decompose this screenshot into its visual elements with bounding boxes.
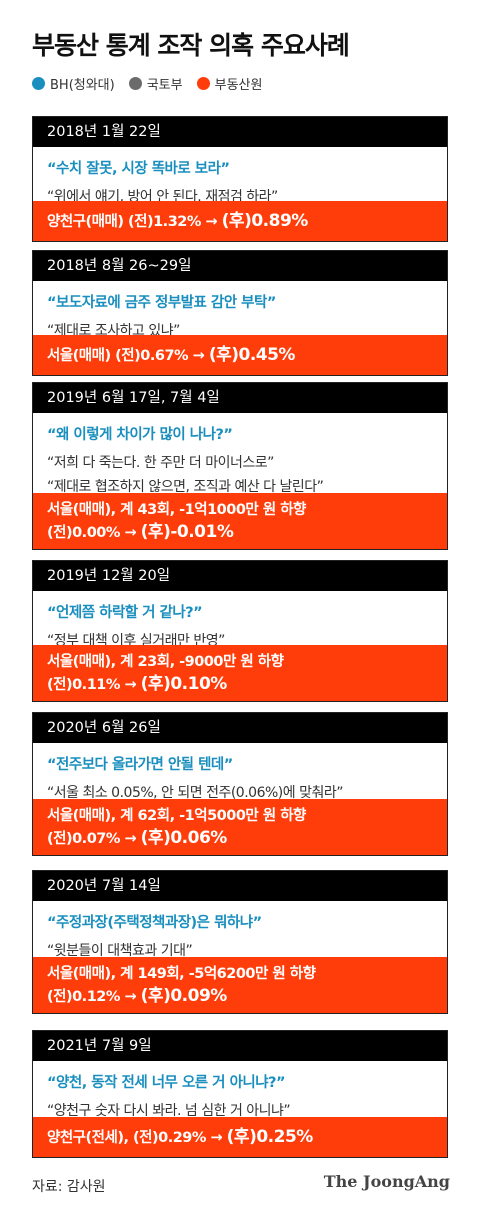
case-result-bar: 양천구(전세), (전)0.29% → (후)0.25% (33, 1117, 447, 1157)
legend-item-bh: BH(청와대) (32, 74, 115, 93)
case-sub-quote: “서울 최소 0.05%, 안 되면 전주(0.06%)에 맞춰라” (47, 785, 343, 801)
case-card: 2018년 1월 22일 “수치 잘못, 시장 똑바로 보라” “위에서 얘기,… (32, 116, 448, 242)
case-result-bar: 서울(매매), 계 62회, -1억5000만 원 하향 (전)0.07% → … (33, 799, 447, 855)
case-quote: “왜 이렇게 차이가 많이 나나?” (47, 427, 233, 443)
legend-dot-reb (196, 77, 210, 90)
result-before: 양천구(전세), (전)0.29% → (47, 1129, 227, 1146)
case-quote: “양천, 동작 전세 너무 오른 거 아니냐?” (47, 1075, 286, 1091)
case-sub-quote: “제대로 협조하지 않으면, 조직과 예산 다 날린다” (47, 479, 324, 495)
case-result-line: 서울(매매), 계 149회, -5억6200만 원 하향 (47, 965, 316, 982)
case-result-bar: 서울(매매) (전)0.67% → (후)0.45% (33, 335, 447, 375)
case-result-line: 양천구(전세), (전)0.29% → (후)0.25% (47, 1126, 447, 1149)
case-sub-quote: “양천구 숫자 다시 봐라. 넘 심한 거 아니냐” (47, 1103, 291, 1119)
case-result-line: (전)0.07% → (후)0.06% (47, 827, 447, 850)
legend-label-molit: 국토부 (146, 78, 183, 93)
case-result-bar: 서울(매매), 계 43회, -1억1000만 원 하향 (전)0.00% → … (33, 493, 447, 549)
case-date: 2018년 8월 26~29일 (33, 251, 447, 281)
page-title: 부동산 통계 조작 의혹 주요사례 (32, 31, 350, 60)
result-before: 서울(매매) (전)0.67% → (47, 347, 209, 364)
legend-label-reb: 부동산원 (214, 78, 263, 93)
legend-item-molit: 국토부 (128, 74, 183, 93)
case-quote: “주정과장(주택정책과장)은 뭐하냐” (47, 915, 262, 931)
result-after: (후)0.09% (140, 985, 228, 1006)
legend: BH(청와대) 국토부 부동산원 (32, 74, 276, 93)
case-quote: “보도자료에 금주 정부발표 감안 부탁” (47, 295, 276, 311)
result-before: (전)0.12% → (47, 988, 141, 1005)
case-result-line: 서울(매매), 계 43회, -1억1000만 원 하향 (47, 501, 306, 518)
case-quote: “언제쯤 하락할 거 같나?” (47, 605, 203, 621)
case-date: 2018년 1월 22일 (33, 117, 447, 147)
case-result-line: (전)0.00% → (후)-0.01% (47, 521, 447, 544)
case-result-bar: 양천구(매매) (전)1.32% → (후)0.89% (33, 201, 447, 241)
case-date: 2019년 12월 20일 (33, 561, 447, 591)
result-after: (후)0.10% (140, 673, 228, 694)
case-quote: “전주보다 올라가면 안될 텐데” (47, 757, 233, 773)
case-card: 2020년 6월 26일 “전주보다 올라가면 안될 텐데” “서울 최소 0.… (32, 712, 448, 856)
case-card: 2019년 6월 17일, 7월 4일 “왜 이렇게 차이가 많이 나나?” “… (32, 382, 448, 550)
case-card: 2018년 8월 26~29일 “보도자료에 금주 정부발표 감안 부탁” “제… (32, 250, 448, 376)
case-result-line: 서울(매매), 계 62회, -1억5000만 원 하향 (47, 807, 306, 824)
case-card: 2021년 7월 9일 “양천, 동작 전세 너무 오른 거 아니냐?” “양천… (32, 1030, 448, 1158)
case-date: 2021년 7월 9일 (33, 1031, 447, 1061)
source-note: 자료: 감사원 (32, 1179, 106, 1195)
case-date: 2020년 7월 14일 (33, 871, 447, 901)
publisher-logo: The JoongAng (323, 1172, 450, 1191)
legend-item-reb: 부동산원 (196, 74, 263, 93)
case-result-line: 서울(매매) (전)0.67% → (후)0.45% (47, 344, 447, 367)
case-result-line: 서울(매매), 계 23회, -9000만 원 하향 (47, 653, 284, 670)
case-date: 2020년 6월 26일 (33, 713, 447, 743)
case-date: 2019년 6월 17일, 7월 4일 (33, 383, 447, 413)
result-before: (전)0.07% → (47, 830, 141, 847)
case-quote: “수치 잘못, 시장 똑바로 보라” (47, 161, 230, 177)
case-result-line: 양천구(매매) (전)1.32% → (후)0.89% (47, 210, 447, 233)
result-before: 양천구(매매) (전)1.32% → (47, 213, 222, 230)
case-result-line: (전)0.11% → (후)0.10% (47, 673, 447, 696)
legend-dot-molit (128, 77, 142, 90)
legend-label-bh: BH(청와대) (50, 78, 115, 93)
result-after: (후)0.06% (140, 827, 228, 848)
result-before: (전)0.00% → (47, 524, 141, 541)
result-after: (후)-0.01% (140, 521, 234, 542)
case-sub-quote: “윗분들이 대책효과 기대” (47, 943, 193, 959)
case-result-bar: 서울(매매), 계 149회, -5억6200만 원 하향 (전)0.12% →… (33, 957, 447, 1013)
result-after: (후)0.89% (221, 210, 309, 231)
case-card: 2020년 7월 14일 “주정과장(주택정책과장)은 뭐하냐” “윗분들이 대… (32, 870, 448, 1014)
case-sub-quote: “저희 다 죽는다. 한 주만 더 마이너스로” (47, 455, 274, 471)
case-card: 2019년 12월 20일 “언제쯤 하락할 거 같나?” “정부 대책 이후 … (32, 560, 448, 702)
result-after: (후)0.25% (226, 1126, 314, 1147)
case-result-line: (전)0.12% → (후)0.09% (47, 985, 447, 1008)
result-after: (후)0.45% (208, 344, 296, 365)
result-before: (전)0.11% → (47, 676, 141, 693)
legend-dot-bh (32, 77, 45, 90)
case-result-bar: 서울(매매), 계 23회, -9000만 원 하향 (전)0.11% → (후… (33, 645, 447, 701)
